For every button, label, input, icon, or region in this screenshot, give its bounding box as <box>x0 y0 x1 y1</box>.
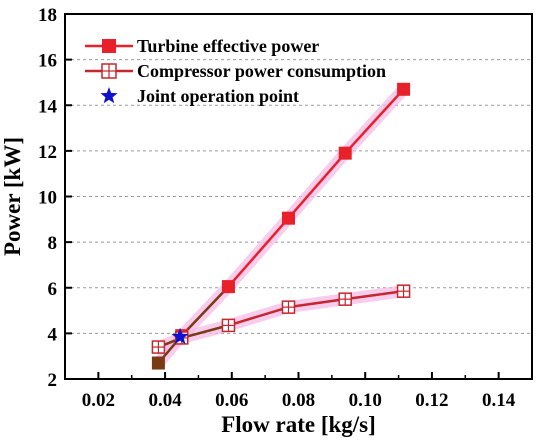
legend-marker-joint <box>100 87 118 104</box>
x-axis-title: Flow rate [kg/s] <box>221 412 376 437</box>
series-segment <box>288 297 346 309</box>
y-tick-label: 18 <box>38 5 57 26</box>
series-segment <box>180 285 230 337</box>
series-markers <box>151 82 411 370</box>
legend: Turbine effective power Compressor power … <box>85 36 386 106</box>
legend-label: Compressor power consumption <box>137 61 386 81</box>
joint-operation-point <box>171 327 189 345</box>
y-tick-label: 14 <box>38 96 58 117</box>
y-tick-label: 8 <box>48 233 58 254</box>
turbine-point <box>281 211 295 225</box>
x-tick-label: 0.06 <box>215 390 248 411</box>
turbine-point <box>151 356 165 370</box>
y-tick-label: 10 <box>38 188 57 209</box>
series-segment <box>181 324 229 340</box>
legend-label: Joint operation point <box>137 86 299 106</box>
turbine-point <box>397 82 411 96</box>
x-tick-label: 0.12 <box>415 390 448 411</box>
y-tick-label: 6 <box>48 279 58 300</box>
x-tick-label: 0.04 <box>148 390 182 411</box>
series-segment <box>287 152 347 219</box>
x-tick-label: 0.02 <box>82 390 115 411</box>
x-tick-label: 0.10 <box>349 390 382 411</box>
series-segment <box>344 88 405 154</box>
turbine-point <box>338 146 352 160</box>
series-segment <box>345 289 404 301</box>
series-segment <box>228 305 289 327</box>
y-tick-label: 16 <box>38 51 57 72</box>
y-tick-label: 2 <box>48 370 58 391</box>
turbine-point <box>221 280 235 294</box>
x-tick-label: 0.14 <box>482 390 516 411</box>
axis-ticks: 2 4 6 8 10 12 14 16 18 0.02 0.04 0.06 0.08 0.10 0.12 0.… <box>38 5 533 411</box>
y-tick-label: 12 <box>38 142 57 163</box>
series-segment <box>227 217 290 288</box>
y-tick-label: 4 <box>48 324 58 345</box>
legend-marker-turbine <box>102 39 116 53</box>
series-lines <box>157 88 405 364</box>
legend-label: Turbine effective power <box>137 36 319 56</box>
x-tick-label: 0.08 <box>282 390 315 411</box>
y-axis-title: Power [kW] <box>0 137 25 256</box>
